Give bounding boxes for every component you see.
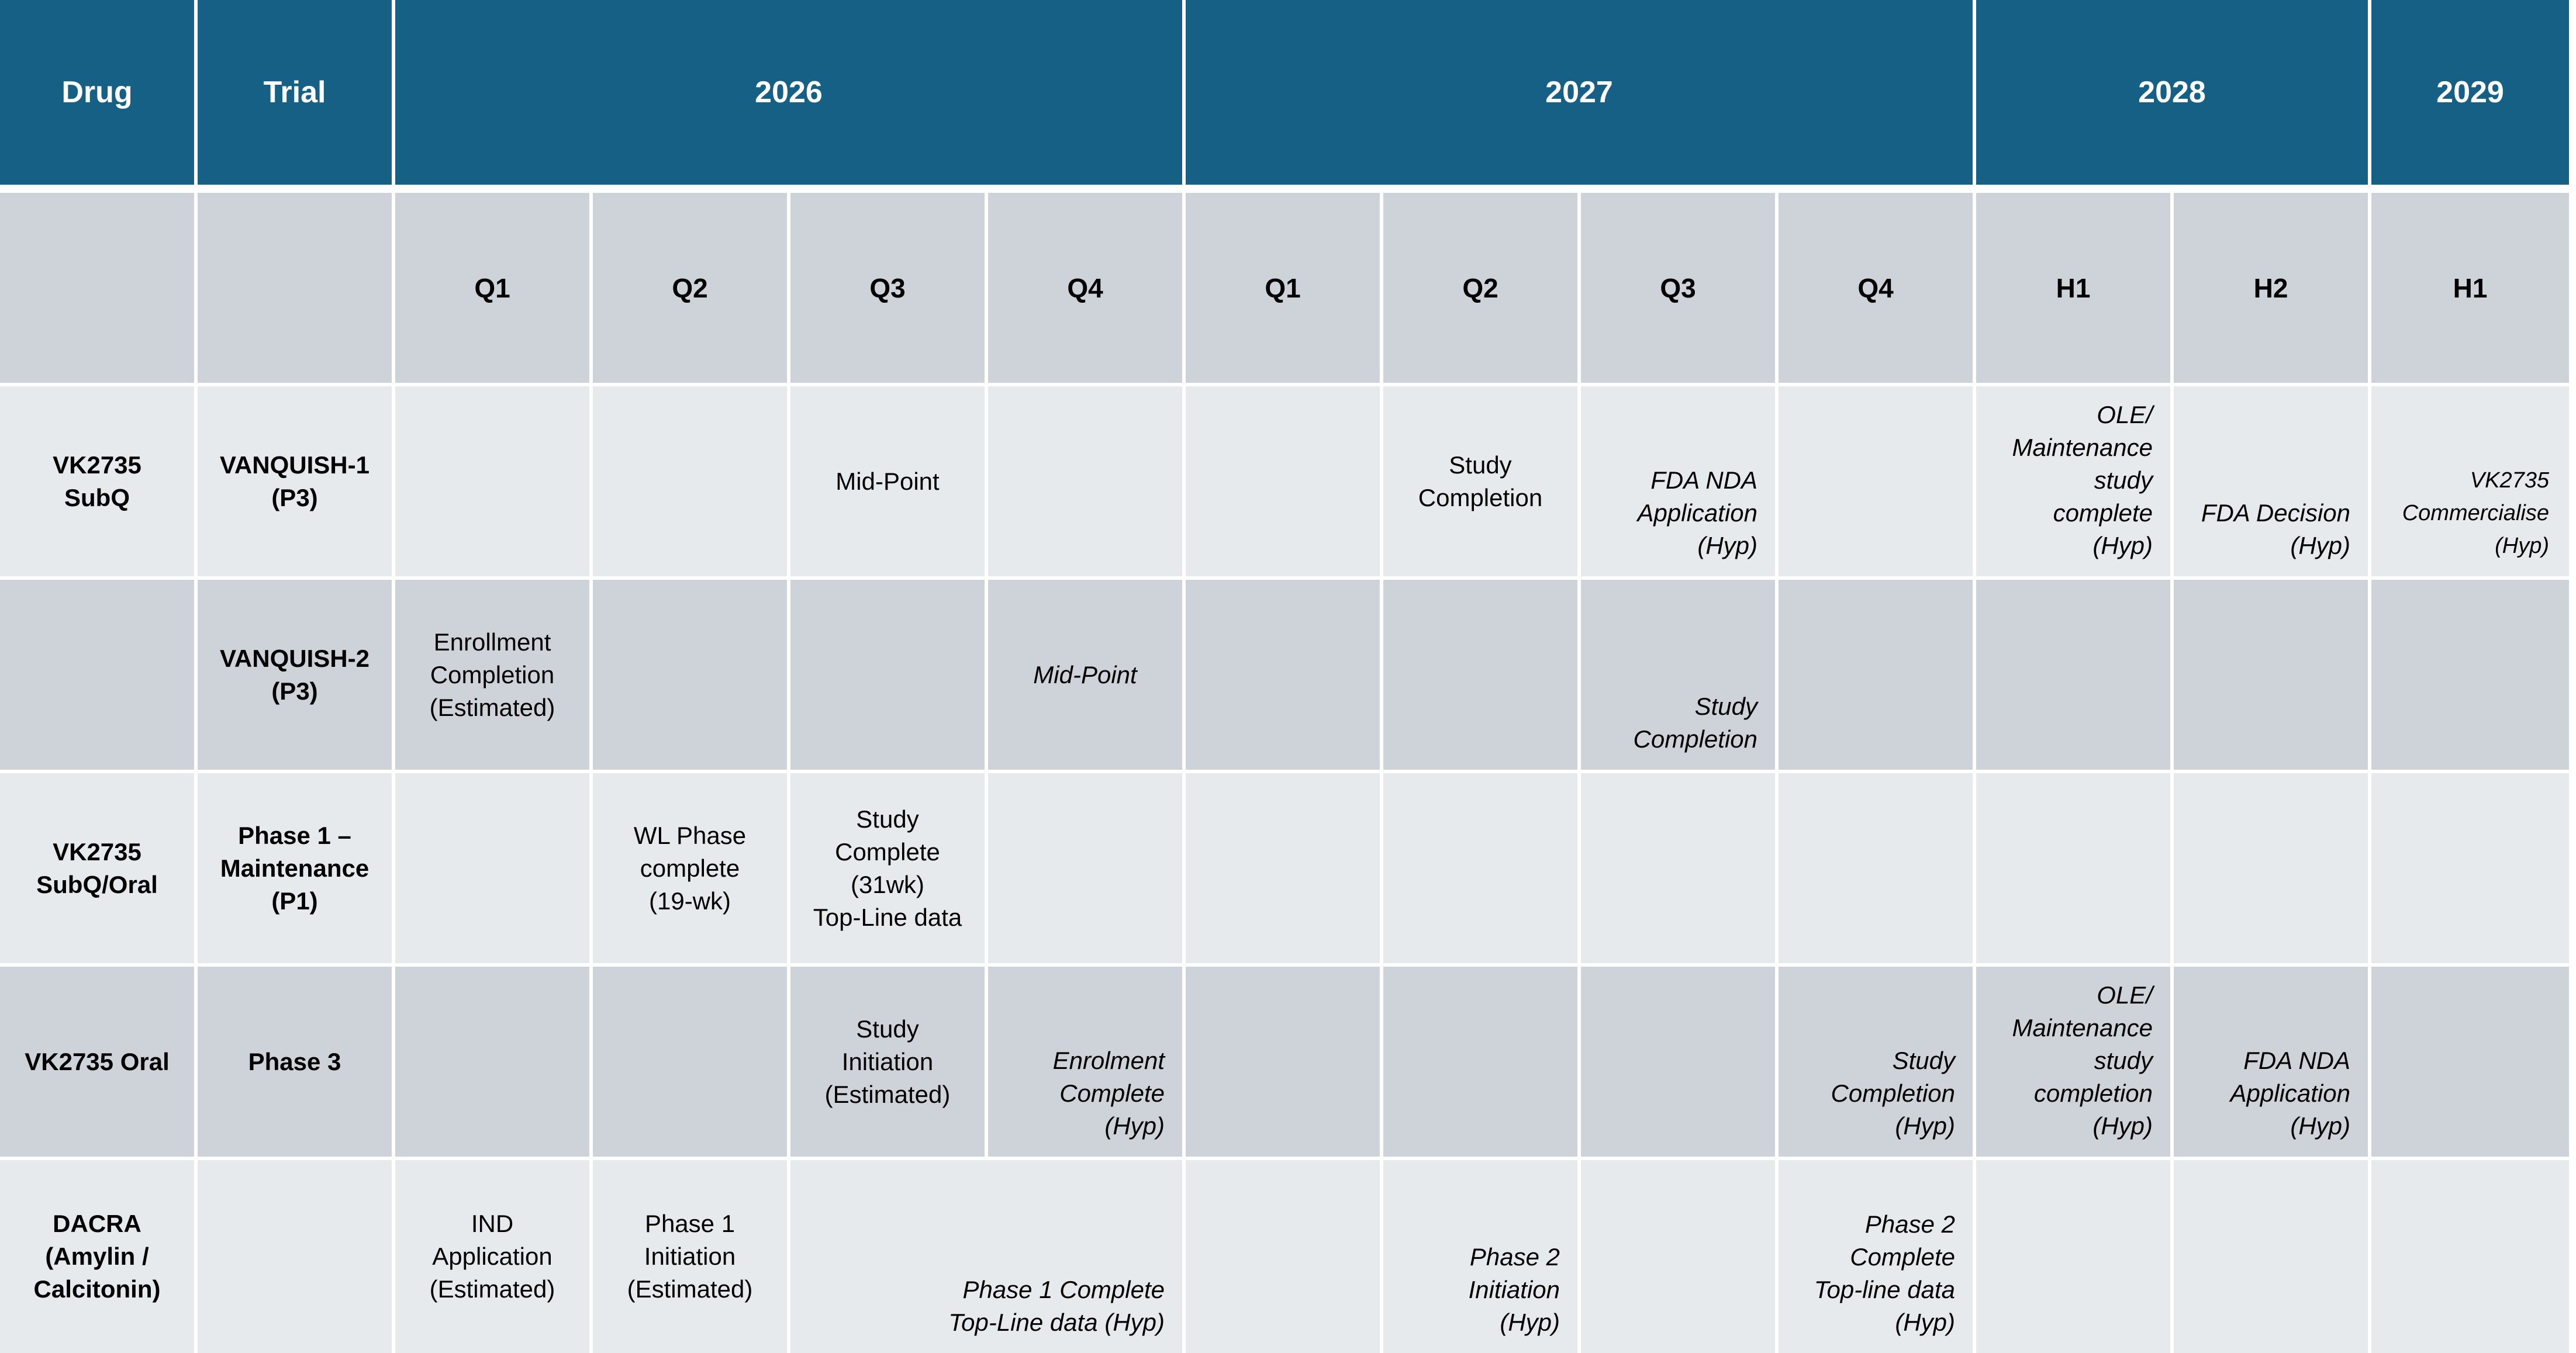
row-1-event-fda-nda: FDA NDA Application (Hyp) — [1581, 386, 1779, 580]
row-2-cell — [2371, 580, 2569, 773]
period-2027-q2: Q2 — [1383, 193, 1581, 386]
row-5-cell — [1976, 1160, 2174, 1353]
row-3-cell — [2371, 773, 2569, 967]
period-2026-q4: Q4 — [988, 193, 1186, 386]
row-2-event-enrollment: Enrollment Completion (Estimated) — [395, 580, 593, 773]
row-5-drug: DACRA (Amylin / Calcitonin) — [0, 1160, 198, 1353]
row-3-cell — [2174, 773, 2371, 967]
period-2027-q1: Q1 — [1186, 193, 1383, 386]
row-4-cell — [395, 967, 593, 1160]
row-2-event-midpoint: Mid-Point — [988, 580, 1186, 773]
header-year-2027: 2027 — [1186, 0, 1976, 193]
row-3-cell — [1976, 773, 2174, 967]
row-2-cell — [790, 580, 988, 773]
period-2026-q3: Q3 — [790, 193, 988, 386]
row-1-cell — [1186, 386, 1383, 580]
period-2027-q3: Q3 — [1581, 193, 1779, 386]
row-5-event-phase2-complete: Phase 2 Complete Top-line data (Hyp) — [1779, 1160, 1976, 1353]
row-4-cell — [1186, 967, 1383, 1160]
row-5-event-ind: IND Application (Estimated) — [395, 1160, 593, 1353]
period-2028-h1: H1 — [1976, 193, 2174, 386]
row-1-cell — [988, 386, 1186, 580]
row-3-event-wl-phase: WL Phase complete (19-wk) — [593, 773, 790, 967]
row-1-cell — [395, 386, 593, 580]
row-4-event-study-initiation: Study Initiation (Estimated) — [790, 967, 988, 1160]
row-5-cell — [1186, 1160, 1383, 1353]
row-5-event-phase1-complete: Phase 1 Complete Top-Line data (Hyp) — [790, 1160, 1186, 1353]
row-3-cell — [1779, 773, 1976, 967]
period-2028-h2: H2 — [2174, 193, 2371, 386]
row-2-cell — [1779, 580, 1976, 773]
row-1-cell — [593, 386, 790, 580]
row-3-cell — [1383, 773, 1581, 967]
row-5-cell — [2174, 1160, 2371, 1353]
period-2026-q2: Q2 — [593, 193, 790, 386]
row-4-cell — [593, 967, 790, 1160]
row-3-event-study-complete: Study Complete (31wk) Top-Line data — [790, 773, 988, 967]
row-1-event-midpoint: Mid-Point — [790, 386, 988, 580]
row-3-cell — [395, 773, 593, 967]
row-1-event-ole: OLE/ Maintenance study complete (Hyp) — [1976, 386, 2174, 580]
row-2-cell — [1383, 580, 1581, 773]
header-year-2029: 2029 — [2371, 0, 2569, 193]
row-2-cell — [2174, 580, 2371, 773]
header-year-2026: 2026 — [395, 0, 1186, 193]
row-4-event-ole: OLE/ Maintenance study completion (Hyp) — [1976, 967, 2174, 1160]
header-drug: Drug — [0, 0, 198, 193]
row-4-trial: Phase 3 — [198, 967, 395, 1160]
row-3-cell — [988, 773, 1186, 967]
row-4-cell — [2371, 967, 2569, 1160]
row-1-event-commercialise: VK2735 Commercialise (Hyp) — [2371, 386, 2569, 580]
row-1-drug: VK2735 SubQ — [0, 386, 198, 580]
row-2-event-study-completion: Study Completion — [1581, 580, 1779, 773]
row-3-trial: Phase 1 – Maintenance (P1) — [198, 773, 395, 967]
row-5-event-phase1-initiation: Phase 1 Initiation (Estimated) — [593, 1160, 790, 1353]
row-5-event-phase2-initiation: Phase 2 Initiation (Hyp) — [1383, 1160, 1581, 1353]
row-3-drug: VK2735 SubQ/Oral — [0, 773, 198, 967]
row-2-cell — [1186, 580, 1383, 773]
header-year-2028: 2028 — [1976, 0, 2371, 193]
period-2026-q1: Q1 — [395, 193, 593, 386]
row-2-cell — [593, 580, 790, 773]
row-4-event-study-completion: Study Completion (Hyp) — [1779, 967, 1976, 1160]
row-1-trial: VANQUISH-1 (P3) — [198, 386, 395, 580]
row-1-cell — [1779, 386, 1976, 580]
period-2029-h1: H1 — [2371, 193, 2569, 386]
row-1-event-fda-decision: FDA Decision (Hyp) — [2174, 386, 2371, 580]
row-5-trial — [198, 1160, 395, 1353]
header-trial: Trial — [198, 0, 395, 193]
row-3-cell — [1186, 773, 1383, 967]
row-4-cell — [1383, 967, 1581, 1160]
row-4-drug: VK2735 Oral — [0, 967, 198, 1160]
row-4-cell — [1581, 967, 1779, 1160]
row-2-trial: VANQUISH-2 (P3) — [198, 580, 395, 773]
row-5-cell — [2371, 1160, 2569, 1353]
row-2-drug — [0, 580, 198, 773]
period-blank-trial — [198, 193, 395, 386]
row-1-event-study-completion: Study Completion — [1383, 386, 1581, 580]
period-blank-drug — [0, 193, 198, 386]
row-4-event-fda-nda: FDA NDA Application (Hyp) — [2174, 967, 2371, 1160]
row-5-cell — [1581, 1160, 1779, 1353]
period-2027-q4: Q4 — [1779, 193, 1976, 386]
row-2-cell — [1976, 580, 2174, 773]
row-4-event-enrolment: Enrolment Complete (Hyp) — [988, 967, 1186, 1160]
row-3-cell — [1581, 773, 1779, 967]
